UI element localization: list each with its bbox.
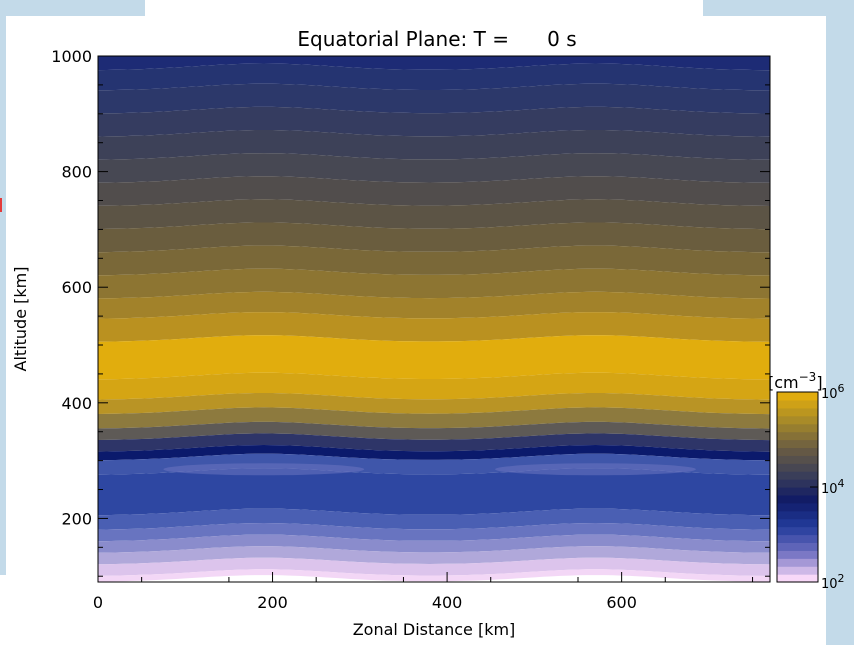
heatmap-patch <box>495 463 696 476</box>
colorbar-unit-label: [cm−3] <box>768 370 823 392</box>
colorbar-segment <box>777 526 818 536</box>
plot-frame <box>97 55 771 583</box>
left-edge-marker <box>0 198 12 212</box>
colorbar-segment <box>777 574 818 583</box>
colorbar-segment <box>777 534 818 544</box>
heatmap-band <box>98 83 770 114</box>
heatmap-band <box>98 508 770 530</box>
colorbar-segment <box>777 479 818 488</box>
y-tick-label: 1000 <box>51 47 92 66</box>
heatmap-band <box>98 268 770 299</box>
x-axis-label: Zonal Distance [km] <box>353 620 516 639</box>
colorbar-segment <box>777 392 818 401</box>
chart-title: Equatorial Plane: T = 0 s <box>297 27 576 51</box>
x-axis: 0 200 400 600 <box>93 572 754 612</box>
heatmap-band <box>98 569 770 582</box>
heatmap-band <box>98 56 770 71</box>
x-tick-label: 0 <box>93 593 103 612</box>
colorbar-segment <box>777 558 818 567</box>
colorbar-segment <box>777 542 818 551</box>
heatmap-band <box>98 106 770 137</box>
heatmap-band <box>98 453 770 475</box>
heatmap-band <box>98 199 770 230</box>
heatmap-band <box>98 534 770 553</box>
colorbar-segment <box>777 455 818 464</box>
colorbar-segment <box>777 447 818 456</box>
heatmap-band <box>98 335 770 380</box>
colorbar-segment <box>777 399 818 409</box>
heatmap-band <box>98 407 770 429</box>
right-window-strip <box>826 0 854 645</box>
colorbar-segment <box>777 566 818 575</box>
y-tick-label: 200 <box>61 509 92 528</box>
colorbar-segment <box>777 510 818 520</box>
heatmap-band <box>98 445 770 461</box>
heatmap-band <box>98 130 770 160</box>
page-background-band <box>0 0 854 16</box>
colorbar-segment <box>777 550 818 559</box>
heatmap-band <box>98 245 770 276</box>
heatmap-band <box>98 557 770 576</box>
left-window-strip <box>0 0 6 575</box>
colorbar-tick-label: 102 <box>821 572 845 592</box>
colorbar-segment <box>777 463 818 472</box>
heatmap-band <box>98 546 770 565</box>
heatmap-band <box>98 393 770 415</box>
heatmap-band <box>98 433 770 452</box>
heatmap-band <box>98 468 770 516</box>
colorbar-segment <box>777 518 818 528</box>
heatmap-band <box>98 312 770 342</box>
heatmap-band <box>98 523 770 542</box>
colorbar-tick-label: 106 <box>821 382 845 402</box>
colorbar-segment <box>777 407 818 417</box>
x-tick-label: 600 <box>606 593 637 612</box>
y-axis-label: Altitude [km] <box>11 267 30 372</box>
heatmap-patch <box>163 463 365 476</box>
colorbar-segment <box>777 423 818 433</box>
colorbar: 102 104 106 <box>776 382 845 592</box>
y-tick-label: 800 <box>61 163 92 182</box>
colorbar-segment <box>777 487 818 496</box>
colorbar-segment <box>777 494 818 504</box>
colorbar-segment <box>777 502 818 512</box>
heatmap-band <box>98 372 770 400</box>
heatmap-band <box>98 176 770 206</box>
colorbar-segment <box>777 439 818 449</box>
colorbar-segment <box>777 471 818 480</box>
heatmap-band <box>98 63 770 91</box>
colorbar-tick-label: 104 <box>821 477 845 497</box>
y-tick-label: 600 <box>61 278 92 297</box>
x-tick-label: 200 <box>257 593 288 612</box>
y-axis: 200 400 600 800 1000 <box>51 47 770 577</box>
y-tick-label: 400 <box>61 394 92 413</box>
heatmap-band <box>98 421 770 441</box>
x-tick-label: 400 <box>432 593 463 612</box>
colorbar-segment <box>777 415 818 425</box>
plot-area <box>98 56 770 582</box>
heatmap-band <box>98 291 770 319</box>
heatmap-band <box>98 222 770 253</box>
heatmap-band <box>98 153 770 183</box>
colorbar-segment <box>777 431 818 441</box>
